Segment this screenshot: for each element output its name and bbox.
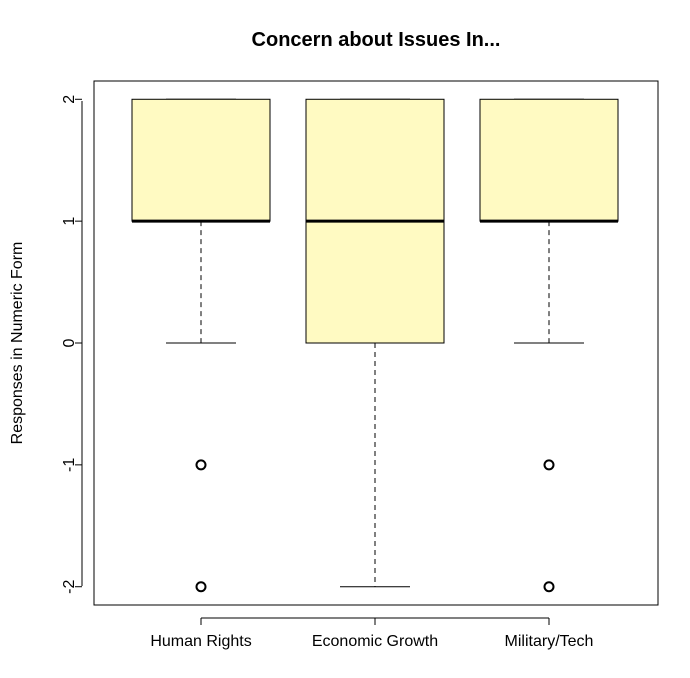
box-group <box>131 98 271 593</box>
outlier-point <box>543 459 555 471</box>
box <box>479 98 619 222</box>
x-ticks: Human Rights Economic Growth Military/Tech <box>150 618 593 650</box>
y-tick-label: 1 <box>61 217 78 226</box>
box <box>131 98 271 222</box>
y-ticks: -2 -1 0 1 2 <box>61 95 82 594</box>
outlier-point <box>195 459 207 471</box>
box-group <box>305 98 445 588</box>
outlier-point <box>543 581 555 593</box>
y-tick-label: 2 <box>61 95 78 104</box>
x-tick-label: Economic Growth <box>312 633 438 650</box>
plot-frame <box>93 80 659 606</box>
y-tick-label: -2 <box>61 580 78 594</box>
chart-title: Concern about Issues In... <box>252 29 501 51</box>
y-tick-label: -1 <box>61 458 78 472</box>
y-axis-label: Responses in Numeric Form <box>9 242 26 445</box>
y-tick-label: 0 <box>61 338 78 347</box>
boxplot-series <box>131 98 619 593</box>
box-group <box>479 98 619 593</box>
x-tick-label: Military/Tech <box>505 633 594 650</box>
x-tick-label: Human Rights <box>150 633 251 650</box>
outlier-point <box>195 581 207 593</box>
